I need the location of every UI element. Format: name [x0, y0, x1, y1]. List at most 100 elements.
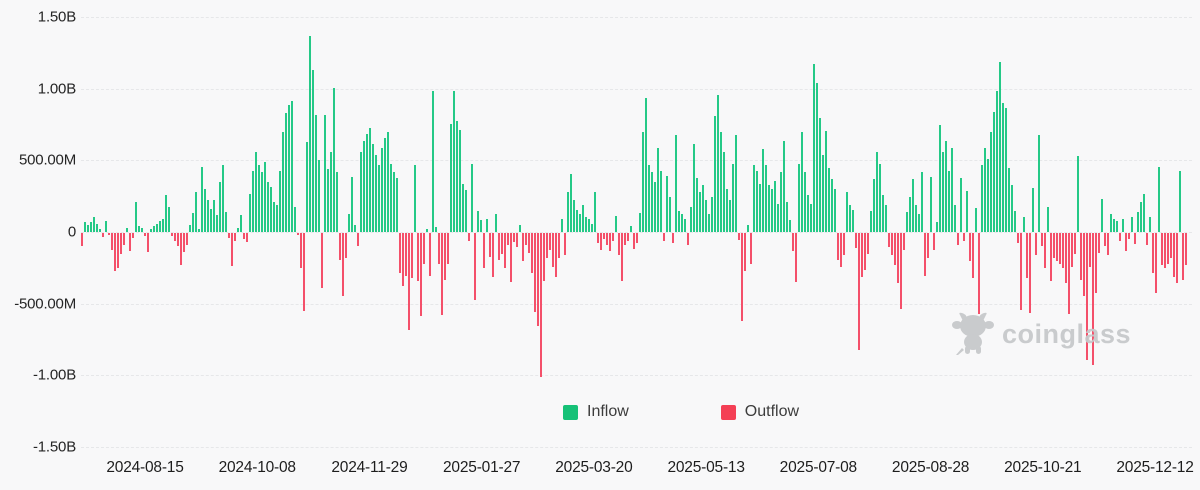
inflow-bar[interactable]	[798, 163, 800, 233]
inflow-bar[interactable]	[291, 100, 293, 233]
outflow-bar[interactable]	[564, 232, 566, 256]
inflow-bar[interactable]	[948, 170, 950, 233]
inflow-bar[interactable]	[456, 121, 458, 233]
inflow-bar[interactable]	[1143, 193, 1145, 233]
inflow-bar[interactable]	[945, 140, 947, 233]
inflow-bar[interactable]	[729, 199, 731, 233]
inflow-bar[interactable]	[309, 36, 311, 233]
inflow-bar[interactable]	[876, 152, 878, 233]
outflow-bar[interactable]	[633, 232, 635, 249]
inflow-bar[interactable]	[846, 192, 848, 233]
inflow-bar[interactable]	[150, 228, 152, 233]
inflow-bar[interactable]	[591, 223, 593, 233]
outflow-bar[interactable]	[1134, 232, 1136, 244]
inflow-bar[interactable]	[159, 221, 161, 233]
outflow-bar[interactable]	[81, 232, 83, 247]
inflow-bar[interactable]	[294, 207, 296, 233]
outflow-bar[interactable]	[483, 232, 485, 268]
inflow-bar[interactable]	[165, 195, 167, 233]
outflow-bar[interactable]	[357, 232, 359, 247]
inflow-bar[interactable]	[681, 213, 683, 233]
inflow-bar[interactable]	[642, 132, 644, 233]
inflow-bar[interactable]	[465, 190, 467, 233]
inflow-bar[interactable]	[381, 147, 383, 233]
outflow-bar[interactable]	[1068, 232, 1070, 314]
inflow-bar[interactable]	[777, 203, 779, 233]
inflow-bar[interactable]	[645, 98, 647, 233]
inflow-bar[interactable]	[906, 212, 908, 233]
outflow-bar[interactable]	[1161, 232, 1163, 266]
inflow-bar[interactable]	[852, 210, 854, 233]
inflow-bar[interactable]	[270, 187, 272, 233]
outflow-bar[interactable]	[1017, 232, 1019, 244]
outflow-bar[interactable]	[1035, 232, 1037, 256]
outflow-bar[interactable]	[507, 232, 509, 246]
inflow-bar[interactable]	[267, 182, 269, 233]
outflow-bar[interactable]	[300, 232, 302, 268]
outflow-bar[interactable]	[855, 232, 857, 249]
inflow-bar[interactable]	[519, 224, 521, 233]
inflow-bar[interactable]	[225, 212, 227, 233]
inflow-bar[interactable]	[849, 205, 851, 233]
inflow-bar[interactable]	[987, 159, 989, 233]
inflow-bar[interactable]	[993, 112, 995, 233]
inflow-bar[interactable]	[477, 210, 479, 233]
inflow-bar[interactable]	[915, 205, 917, 233]
inflow-bar[interactable]	[648, 165, 650, 233]
outflow-bar[interactable]	[957, 232, 959, 246]
inflow-bar[interactable]	[723, 152, 725, 233]
outflow-bar[interactable]	[1029, 232, 1031, 313]
inflow-bar[interactable]	[195, 191, 197, 233]
outflow-bar[interactable]	[1056, 232, 1058, 262]
inflow-bar[interactable]	[222, 165, 224, 233]
inflow-bar[interactable]	[1008, 167, 1010, 233]
inflow-bar[interactable]	[258, 165, 260, 233]
inflow-bar[interactable]	[588, 218, 590, 233]
inflow-bar[interactable]	[90, 222, 92, 233]
outflow-bar[interactable]	[120, 232, 122, 254]
inflow-bar[interactable]	[1110, 213, 1112, 233]
inflow-bar[interactable]	[813, 64, 815, 233]
inflow-bar[interactable]	[582, 205, 584, 233]
inflow-bar[interactable]	[981, 165, 983, 233]
outflow-bar[interactable]	[1155, 232, 1157, 293]
inflow-bar[interactable]	[273, 202, 275, 233]
inflow-bar[interactable]	[459, 129, 461, 233]
outflow-bar[interactable]	[180, 232, 182, 266]
inflow-bar[interactable]	[1011, 185, 1013, 233]
outflow-bar[interactable]	[837, 232, 839, 260]
outflow-bar[interactable]	[102, 232, 104, 237]
inflow-bar[interactable]	[135, 202, 137, 233]
inflow-bar[interactable]	[363, 140, 365, 233]
inflow-bar[interactable]	[390, 163, 392, 233]
inflow-bar[interactable]	[396, 178, 398, 233]
inflow-bar[interactable]	[711, 196, 713, 233]
inflow-bar[interactable]	[912, 179, 914, 233]
outflow-bar[interactable]	[627, 232, 629, 242]
outflow-bar[interactable]	[600, 232, 602, 250]
inflow-bar[interactable]	[786, 202, 788, 233]
inflow-bar[interactable]	[168, 206, 170, 233]
outflow-bar[interactable]	[687, 232, 689, 245]
outflow-bar[interactable]	[1164, 232, 1166, 269]
outflow-bar[interactable]	[429, 232, 431, 277]
outflow-bar[interactable]	[924, 232, 926, 276]
outflow-bar[interactable]	[297, 232, 299, 235]
inflow-bar[interactable]	[759, 183, 761, 233]
inflow-bar[interactable]	[801, 132, 803, 233]
outflow-bar[interactable]	[1086, 232, 1088, 361]
outflow-bar[interactable]	[1182, 232, 1184, 280]
inflow-bar[interactable]	[99, 228, 101, 233]
inflow-bar[interactable]	[936, 222, 938, 233]
inflow-bar[interactable]	[369, 127, 371, 233]
inflow-bar[interactable]	[1002, 102, 1004, 233]
inflow-bar[interactable]	[930, 176, 932, 233]
outflow-bar[interactable]	[1119, 232, 1121, 242]
outflow-bar[interactable]	[609, 232, 611, 252]
outflow-bar[interactable]	[1089, 232, 1091, 267]
inflow-bar[interactable]	[579, 213, 581, 233]
inflow-bar[interactable]	[327, 168, 329, 233]
outflow-bar[interactable]	[1170, 232, 1172, 259]
inflow-bar[interactable]	[318, 160, 320, 233]
inflow-bar[interactable]	[360, 152, 362, 233]
